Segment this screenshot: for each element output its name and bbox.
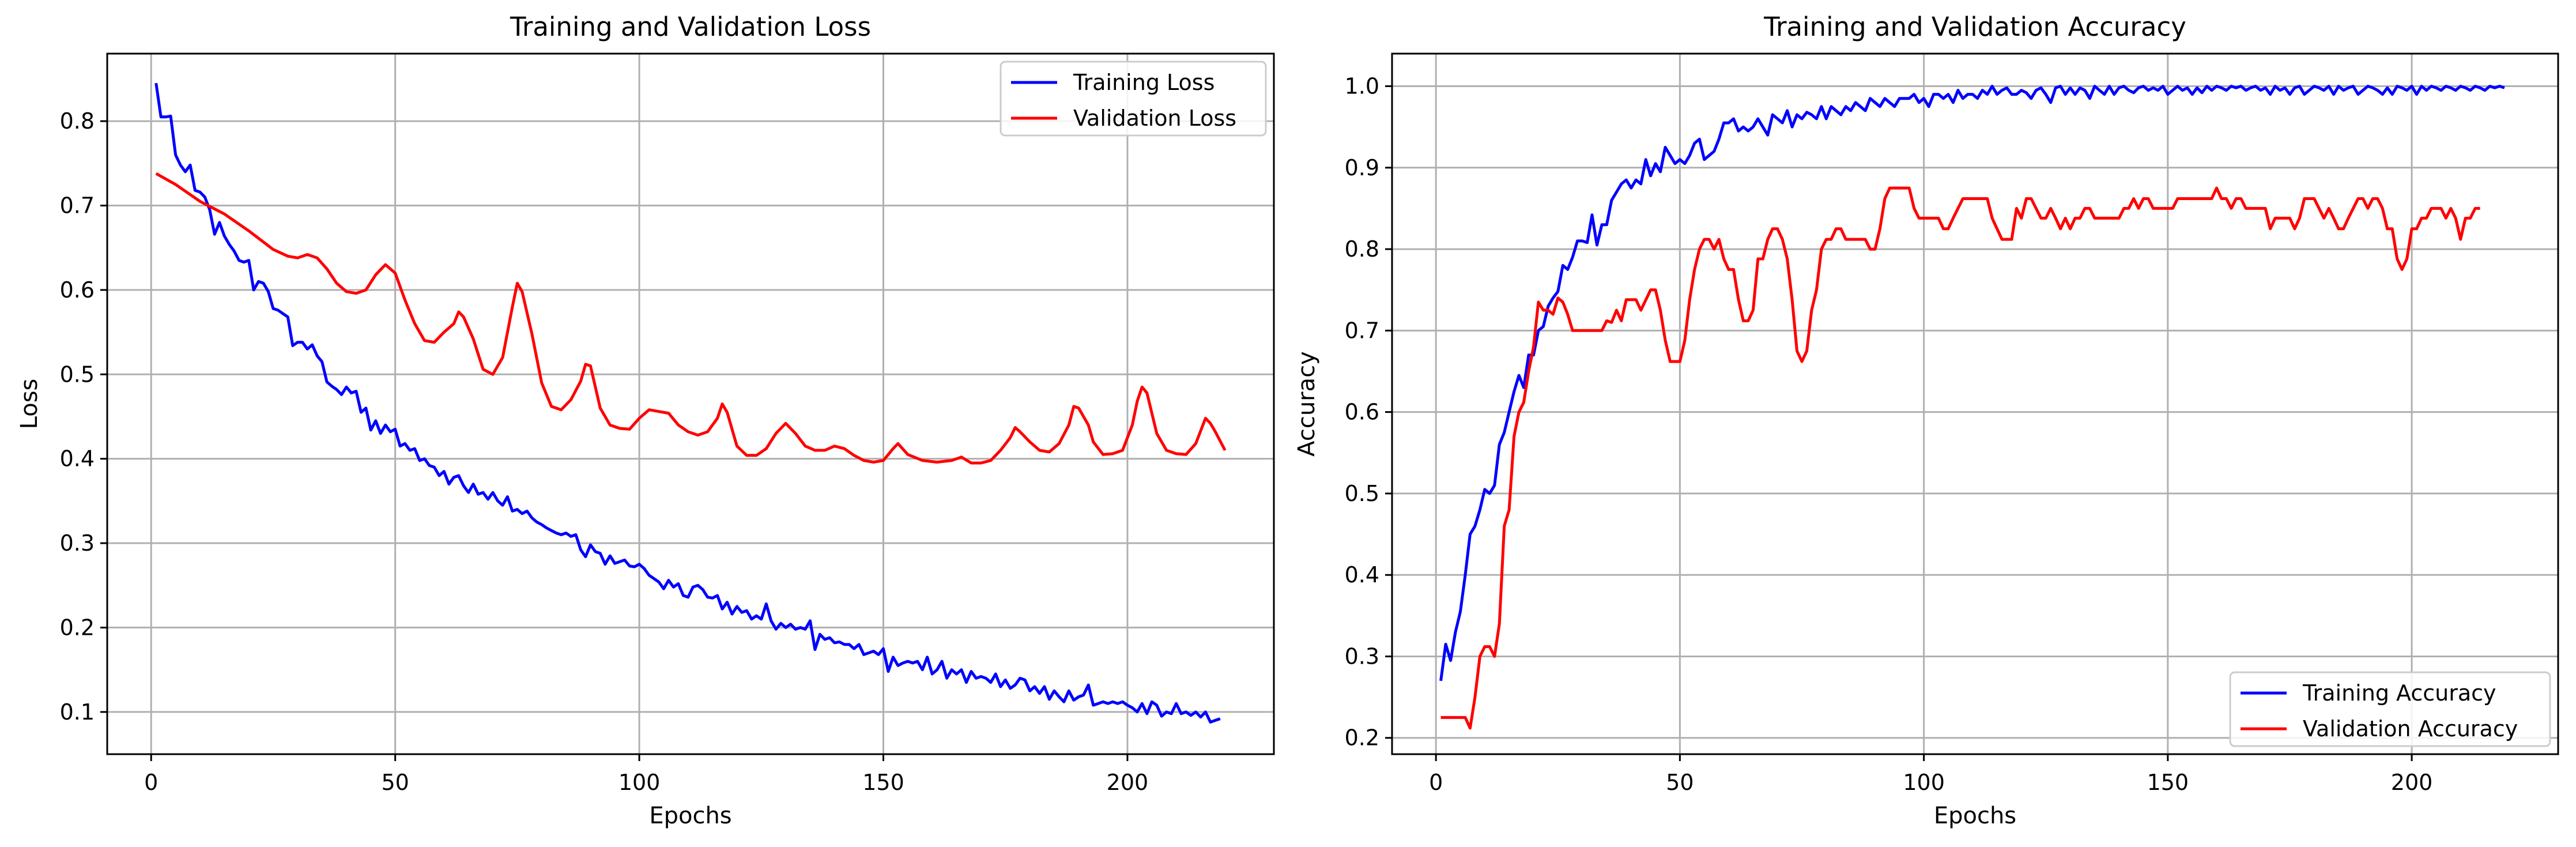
legend-box bbox=[1000, 61, 1267, 137]
chart-title: Training and Validation Loss bbox=[510, 12, 871, 42]
y-tick-label: 0.7 bbox=[1345, 318, 1379, 343]
x-tick-label: 100 bbox=[618, 770, 661, 795]
y-tick-label: 0.9 bbox=[1345, 155, 1379, 180]
y-tick-label: 0.8 bbox=[60, 108, 95, 134]
legend-box bbox=[2229, 671, 2551, 747]
legend-entry-label: Validation Accuracy bbox=[2303, 716, 2518, 741]
x-axis-label: Epochs bbox=[649, 803, 731, 829]
y-tick-label: 0.1 bbox=[60, 699, 95, 725]
series-line-validation-accuracy bbox=[1440, 186, 2480, 730]
series-line-training-accuracy bbox=[1439, 85, 2505, 682]
chart-panel-1: 0 50 100 150 200 0.2 0.3 0.4 0.5 0.6 0.7 0.8 0.9 1.0 T… bbox=[1293, 12, 2559, 829]
x-tick-label: 150 bbox=[862, 770, 904, 795]
y-tick-label: 0.6 bbox=[60, 277, 95, 303]
y-tick-label: 0.5 bbox=[1345, 481, 1379, 506]
x-tick-label: 0 bbox=[144, 770, 158, 795]
y-tick-label: 0.2 bbox=[1345, 725, 1379, 751]
legend: Training Loss Validation Loss bbox=[1000, 61, 1267, 137]
chart-title: Training and Validation Accuracy bbox=[1763, 12, 2186, 42]
x-axis-label: Epochs bbox=[1934, 803, 2016, 829]
plot-frame bbox=[106, 52, 1275, 755]
y-tick-label: 0.2 bbox=[60, 615, 95, 640]
x-tick-label: 50 bbox=[1666, 770, 1694, 795]
legend: Training Accuracy Validation Accuracy bbox=[2229, 671, 2551, 747]
y-tick-label: 0.7 bbox=[60, 193, 95, 218]
x-tick-label: 100 bbox=[1903, 770, 1945, 795]
x-tick-label: 200 bbox=[2391, 770, 2433, 795]
legend-entry-label: Validation Loss bbox=[1073, 106, 1236, 131]
x-tick-label: 150 bbox=[2147, 770, 2189, 795]
x-tick-label: 0 bbox=[1429, 770, 1443, 795]
y-tick-label: 0.3 bbox=[1345, 643, 1379, 669]
y-tick-label: 0.8 bbox=[1345, 236, 1379, 262]
x-tick-label: 50 bbox=[381, 770, 409, 795]
chart-panel-0: 0 50 100 150 200 0.1 0.2 0.3 0.4 0.5 0.6 0.7 0.8 Trai… bbox=[16, 12, 1275, 829]
y-axis-label: Accuracy bbox=[1293, 351, 1320, 457]
y-tick-label: 1.0 bbox=[1345, 74, 1379, 99]
y-axis-label: Loss bbox=[16, 379, 43, 430]
y-tick-label: 0.6 bbox=[1345, 400, 1379, 425]
series-line-training-loss bbox=[154, 82, 1221, 724]
y-tick-label: 0.4 bbox=[1345, 562, 1379, 588]
series-line-validation-loss bbox=[155, 172, 1227, 465]
plot-frame bbox=[1391, 52, 2559, 755]
legend-entry-label: Training Accuracy bbox=[2302, 680, 2496, 706]
y-tick-label: 0.5 bbox=[60, 362, 95, 387]
legend-entry-label: Training Loss bbox=[1073, 70, 1215, 95]
x-tick-label: 200 bbox=[1107, 770, 1149, 795]
y-tick-label: 0.3 bbox=[60, 530, 95, 556]
y-tick-label: 0.4 bbox=[60, 446, 95, 472]
